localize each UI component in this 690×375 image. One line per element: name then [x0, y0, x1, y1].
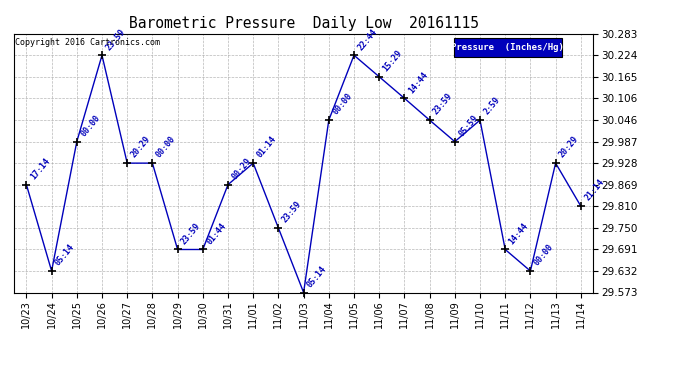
Text: 05:59: 05:59 — [457, 113, 480, 138]
Bar — [454, 38, 562, 57]
Text: 23:59: 23:59 — [104, 27, 127, 52]
Text: Pressure  (Inches/Hg): Pressure (Inches/Hg) — [451, 43, 564, 52]
Text: 23:59: 23:59 — [179, 221, 203, 246]
Text: 00:00: 00:00 — [79, 113, 102, 138]
Text: 05:14: 05:14 — [54, 243, 77, 268]
Text: 23:59: 23:59 — [280, 200, 304, 225]
Text: 15:29: 15:29 — [381, 48, 404, 74]
Text: 20:29: 20:29 — [558, 135, 580, 160]
Title: Barometric Pressure  Daily Low  20161115: Barometric Pressure Daily Low 20161115 — [128, 16, 479, 31]
Text: Copyright 2016 Cartronics.com: Copyright 2016 Cartronics.com — [15, 38, 160, 46]
Text: 00:00: 00:00 — [331, 92, 354, 117]
Text: 01:14: 01:14 — [255, 135, 278, 160]
Text: 05:14: 05:14 — [306, 264, 328, 289]
Text: 23:59: 23:59 — [432, 92, 455, 117]
Text: 14:44: 14:44 — [406, 70, 429, 95]
Text: 17:14: 17:14 — [28, 156, 51, 181]
Text: 01:44: 01:44 — [205, 221, 228, 246]
Text: 00:00: 00:00 — [533, 243, 555, 268]
Text: 14:44: 14:44 — [507, 221, 530, 246]
Text: 2:59: 2:59 — [482, 96, 502, 117]
Text: 21:14: 21:14 — [583, 178, 606, 203]
Text: 20:29: 20:29 — [129, 135, 152, 160]
Text: 00:00: 00:00 — [155, 135, 177, 160]
Text: 22:44: 22:44 — [356, 27, 379, 52]
Text: 00:29: 00:29 — [230, 156, 253, 181]
